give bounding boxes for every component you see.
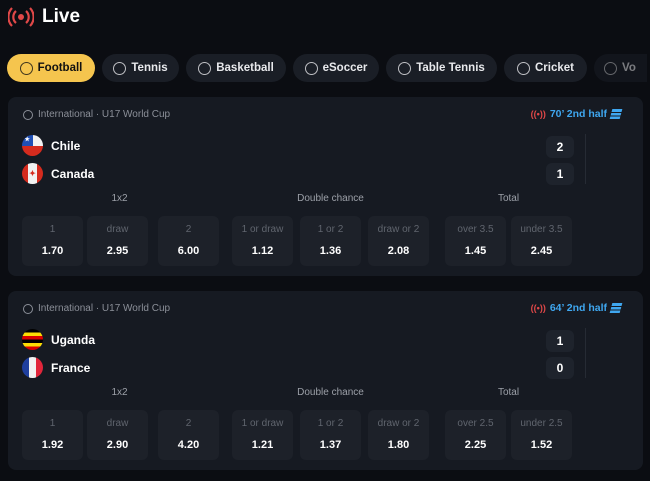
odds-button[interactable]: over 2.5 2.25 xyxy=(445,410,506,460)
tab-esoccer[interactable]: eSoccer xyxy=(293,54,379,82)
basketball-icon xyxy=(198,61,212,75)
odds-button[interactable]: under 3.5 2.45 xyxy=(511,216,572,266)
stats-icon[interactable] xyxy=(609,109,623,119)
market-group-label: Total xyxy=(497,387,520,398)
odds-button[interactable]: under 2.5 1.52 xyxy=(511,410,572,460)
market-group-label: Double chance xyxy=(297,387,364,398)
market-group-label: Total xyxy=(497,193,520,204)
away-team[interactable]: ✦ Canada xyxy=(22,163,94,184)
match-card: International · U17 World Cup ((•)) 70’ 2… xyxy=(8,97,643,276)
cricket-icon xyxy=(517,61,530,75)
away-team[interactable]: France xyxy=(22,357,90,378)
market-group-label: Double chance xyxy=(297,193,364,204)
tab-cricket[interactable]: Cricket xyxy=(504,54,587,82)
page-header: Live xyxy=(8,6,80,28)
live-icon: ((•)) xyxy=(530,303,546,313)
home-score: 2 xyxy=(546,136,574,158)
globe-icon xyxy=(23,109,33,120)
divider xyxy=(585,134,586,184)
live-icon: ((•)) xyxy=(530,109,546,119)
odds-button[interactable]: draw or 2 2.08 xyxy=(368,216,429,266)
market-group-label: 1x2 xyxy=(111,193,128,204)
league-label[interactable]: International · U17 World Cup xyxy=(23,109,170,120)
divider xyxy=(585,328,586,378)
match-status: ((•)) 70’ 2nd half xyxy=(530,108,623,120)
home-team[interactable]: ★ Chile xyxy=(22,135,80,156)
table-tennis-icon xyxy=(398,61,412,75)
league-label[interactable]: International · U17 World Cup xyxy=(23,303,170,314)
football-icon xyxy=(19,61,33,75)
volleyball-icon xyxy=(604,61,617,75)
match-status: ((•)) 64’ 2nd half xyxy=(530,302,623,314)
away-score: 1 xyxy=(546,163,574,185)
odds-button[interactable]: draw 2.90 xyxy=(87,410,148,460)
odds-button[interactable]: 2 6.00 xyxy=(158,216,219,266)
odds-button[interactable]: 1 or 2 1.36 xyxy=(300,216,361,266)
away-score: 0 xyxy=(546,357,574,379)
odds-button[interactable]: 1 or draw 1.12 xyxy=(232,216,293,266)
esoccer-icon xyxy=(304,61,318,75)
odds-button[interactable]: draw 2.95 xyxy=(87,216,148,266)
match-card: International · U17 World Cup ((•)) 64’ 2… xyxy=(8,291,643,470)
market-group-label: 1x2 xyxy=(111,387,128,398)
flag-icon xyxy=(22,329,43,350)
sport-tabs: Football Tennis Basketball eSoccer Table… xyxy=(7,54,647,82)
tab-tennis[interactable]: Tennis xyxy=(102,54,179,82)
odds-button[interactable]: 1 or draw 1.21 xyxy=(232,410,293,460)
home-score: 1 xyxy=(546,330,574,352)
flag-icon xyxy=(22,357,43,378)
tab-football[interactable]: Football xyxy=(7,54,95,82)
odds-button[interactable]: over 3.5 1.45 xyxy=(445,216,506,266)
odds-button[interactable]: draw or 2 1.80 xyxy=(368,410,429,460)
tab-table-tennis[interactable]: Table Tennis xyxy=(386,54,497,82)
live-broadcast-icon xyxy=(8,7,34,27)
tab-basketball[interactable]: Basketball xyxy=(186,54,286,82)
stats-icon[interactable] xyxy=(609,303,623,313)
odds-button[interactable]: 1 1.92 xyxy=(22,410,83,460)
globe-icon xyxy=(23,303,33,314)
page-title: Live xyxy=(42,6,81,27)
odds-button[interactable]: 2 4.20 xyxy=(158,410,219,460)
tennis-icon xyxy=(113,61,127,75)
tab-volleyball[interactable]: Vo xyxy=(594,54,647,82)
flag-icon: ✦ xyxy=(22,163,43,184)
odds-button[interactable]: 1 1.70 xyxy=(22,216,83,266)
flag-icon: ★ xyxy=(22,135,43,156)
odds-button[interactable]: 1 or 2 1.37 xyxy=(300,410,361,460)
home-team[interactable]: Uganda xyxy=(22,329,95,350)
